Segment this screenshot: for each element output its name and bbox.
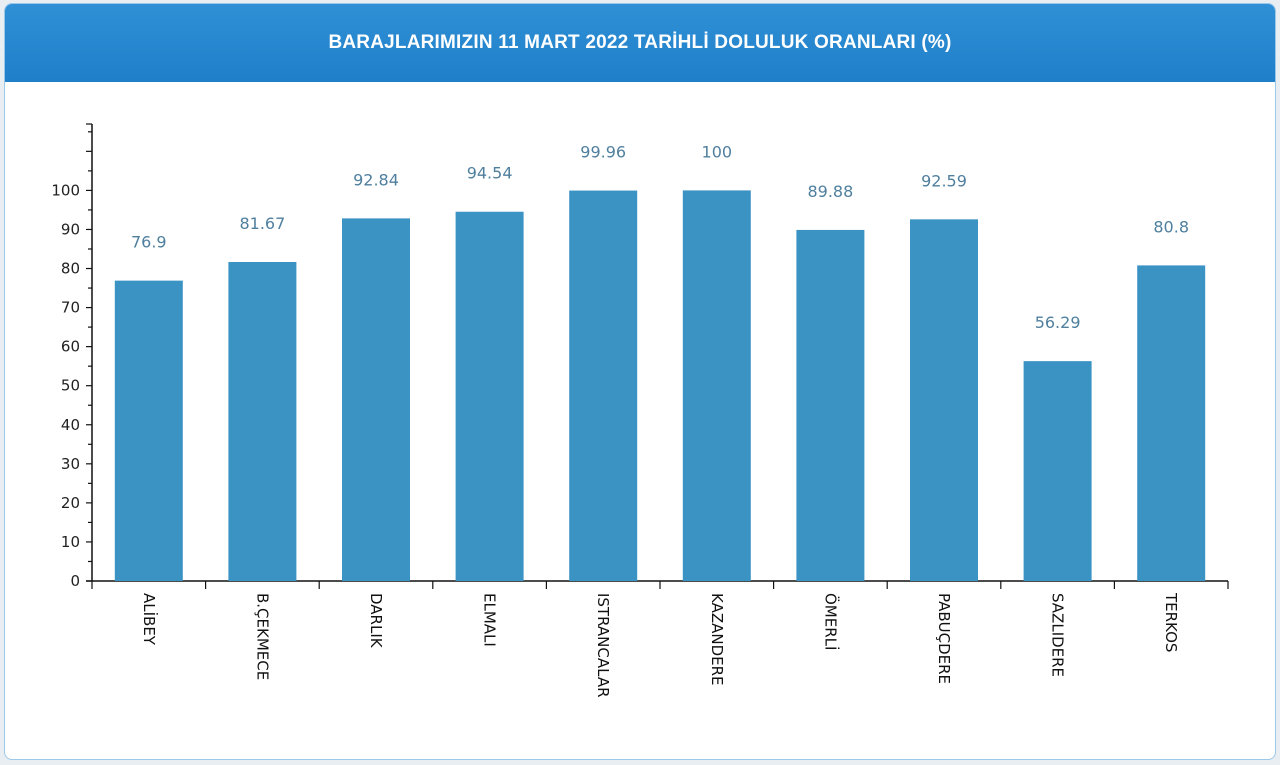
y-tick-label: 50 bbox=[61, 377, 80, 395]
bar-value-label: 94.54 bbox=[467, 164, 513, 183]
bar-value-label: 56.29 bbox=[1035, 313, 1081, 332]
chart-title: BARAJLARIMIZIN 11 MART 2022 TARİHLİ DOLU… bbox=[328, 32, 952, 53]
y-tick-label: 10 bbox=[61, 533, 80, 551]
bar-value-label: 89.88 bbox=[807, 182, 853, 201]
bar bbox=[796, 229, 865, 582]
bar bbox=[1137, 265, 1206, 581]
bar-value-label: 99.96 bbox=[580, 143, 626, 162]
y-tick-label: 90 bbox=[61, 220, 80, 238]
x-category-label: ISTRANCALAR bbox=[594, 593, 612, 698]
bar bbox=[228, 261, 297, 581]
bar bbox=[682, 190, 751, 581]
bar bbox=[1023, 361, 1092, 581]
chart-header: BARAJLARIMIZIN 11 MART 2022 TARİHLİ DOLU… bbox=[5, 4, 1275, 82]
bar bbox=[455, 211, 524, 581]
bar bbox=[910, 219, 978, 582]
y-tick-label: 60 bbox=[61, 338, 80, 356]
x-category-label: ALİBEY bbox=[140, 593, 159, 646]
bar-value-label: 80.8 bbox=[1153, 217, 1189, 236]
y-tick-label: 70 bbox=[61, 299, 80, 317]
bar-value-label: 92.59 bbox=[921, 171, 967, 190]
x-category-label: SAZLIDERE bbox=[1049, 593, 1067, 677]
y-tick-label: 100 bbox=[51, 181, 80, 199]
bar bbox=[569, 190, 638, 581]
bar-value-label: 81.67 bbox=[239, 214, 285, 233]
bar-value-label: 92.84 bbox=[353, 170, 399, 189]
y-tick-label: 0 bbox=[70, 572, 80, 590]
y-tick-label: 20 bbox=[61, 494, 80, 512]
y-tick-label: 30 bbox=[61, 455, 80, 473]
x-category-label: KAZANDERE bbox=[708, 593, 726, 686]
y-tick-label: 80 bbox=[61, 260, 80, 278]
bar-value-label: 100 bbox=[702, 142, 733, 161]
x-category-label: ELMALI bbox=[481, 593, 499, 647]
x-category-label: B.ÇEKMECE bbox=[253, 593, 271, 680]
bar bbox=[342, 218, 410, 582]
bar-value-label: 76.9 bbox=[131, 233, 167, 252]
y-tick-label: 40 bbox=[61, 416, 80, 434]
x-category-label: ÖMERLİ bbox=[821, 593, 840, 650]
bar bbox=[114, 280, 183, 581]
x-category-label: PABUÇDERE bbox=[935, 593, 953, 684]
x-category-label: DARLIK bbox=[367, 593, 385, 649]
x-category-label: TERKOS bbox=[1162, 592, 1180, 652]
